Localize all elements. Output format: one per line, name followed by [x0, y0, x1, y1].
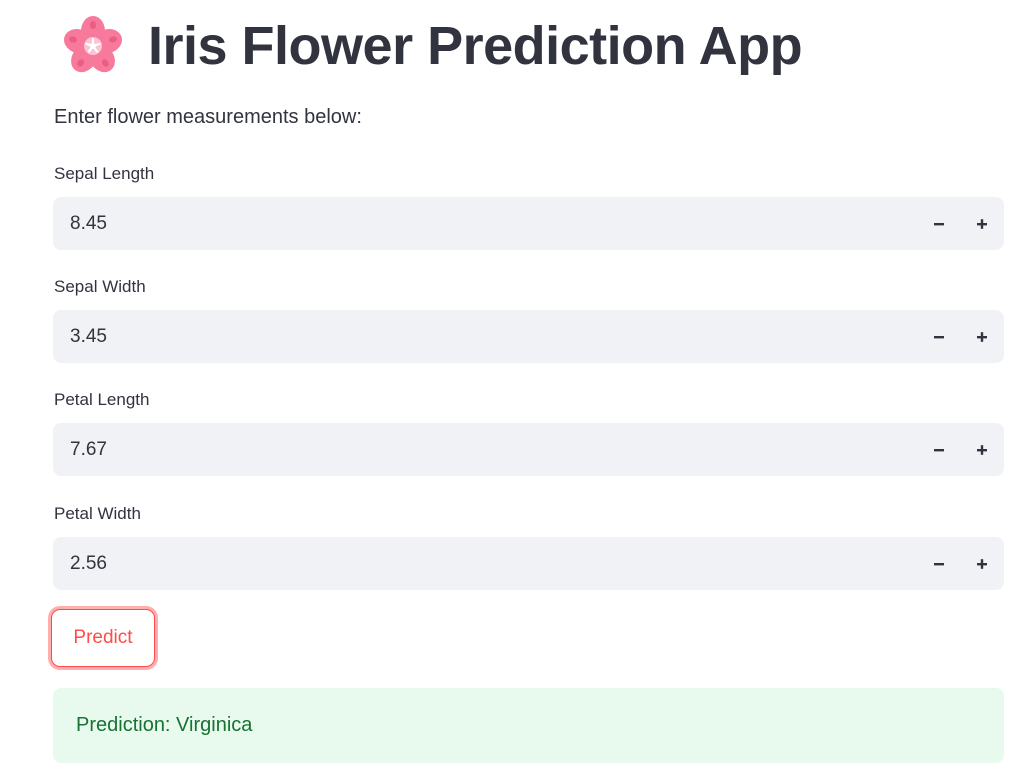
petal-length-number-input [53, 422, 1004, 477]
plus-icon [976, 331, 988, 343]
minus-icon [933, 218, 945, 230]
sepal-length-number-input [53, 196, 1004, 251]
sepal-width-increment-button[interactable] [960, 310, 1003, 363]
field-petal-length: Petal Length [53, 389, 1004, 477]
prediction-result-alert: Prediction: Virginica [53, 688, 1004, 763]
header: Iris Flower Prediction App [60, 12, 803, 80]
sepal-length-decrement-button[interactable] [917, 197, 960, 250]
minus-icon [933, 331, 945, 343]
petal-width-decrement-button[interactable] [917, 537, 960, 590]
field-label: Sepal Width [54, 277, 146, 296]
prediction-result-text: Prediction: Virginica [76, 714, 253, 736]
sepal-width-decrement-button[interactable] [917, 310, 960, 363]
plus-icon [976, 444, 988, 456]
minus-icon [933, 558, 945, 570]
petal-width-increment-button[interactable] [960, 537, 1003, 590]
cherry-blossom-icon [60, 13, 126, 79]
field-label: Sepal Length [54, 164, 155, 183]
intro-text: Enter flower measurements below: [54, 106, 362, 128]
petal-length-increment-button[interactable] [960, 423, 1003, 476]
field-sepal-length: Sepal Length [53, 163, 1004, 251]
sepal-length-increment-button[interactable] [960, 197, 1003, 250]
petal-width-input[interactable] [53, 536, 917, 591]
petal-length-input[interactable] [53, 422, 917, 477]
minus-icon [933, 444, 945, 456]
field-sepal-width: Sepal Width [53, 276, 1004, 364]
petal-width-number-input [53, 536, 1004, 591]
predict-button[interactable]: Predict [51, 609, 155, 667]
page-title: Iris Flower Prediction App [148, 16, 803, 76]
sepal-length-input[interactable] [53, 196, 917, 251]
field-label: Petal Width [54, 504, 141, 523]
sepal-width-input[interactable] [53, 309, 917, 364]
sepal-width-number-input [53, 309, 1004, 364]
field-petal-width: Petal Width [53, 503, 1004, 591]
petal-length-decrement-button[interactable] [917, 423, 960, 476]
plus-icon [976, 558, 988, 570]
field-label: Petal Length [54, 390, 150, 409]
plus-icon [976, 218, 988, 230]
